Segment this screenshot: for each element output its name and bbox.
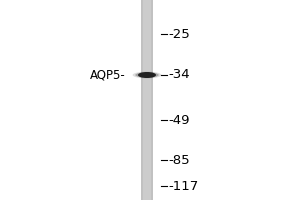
Text: -49: -49 — [168, 114, 190, 127]
FancyBboxPatch shape — [141, 0, 143, 200]
FancyBboxPatch shape — [141, 0, 153, 200]
FancyBboxPatch shape — [151, 0, 153, 200]
Text: -34: -34 — [168, 68, 190, 82]
Text: -25: -25 — [168, 27, 190, 40]
Text: AQP5-: AQP5- — [90, 68, 126, 82]
Ellipse shape — [135, 72, 159, 78]
Text: -85: -85 — [168, 154, 190, 166]
Ellipse shape — [138, 72, 156, 78]
Text: -117: -117 — [168, 180, 198, 192]
Ellipse shape — [133, 72, 161, 78]
